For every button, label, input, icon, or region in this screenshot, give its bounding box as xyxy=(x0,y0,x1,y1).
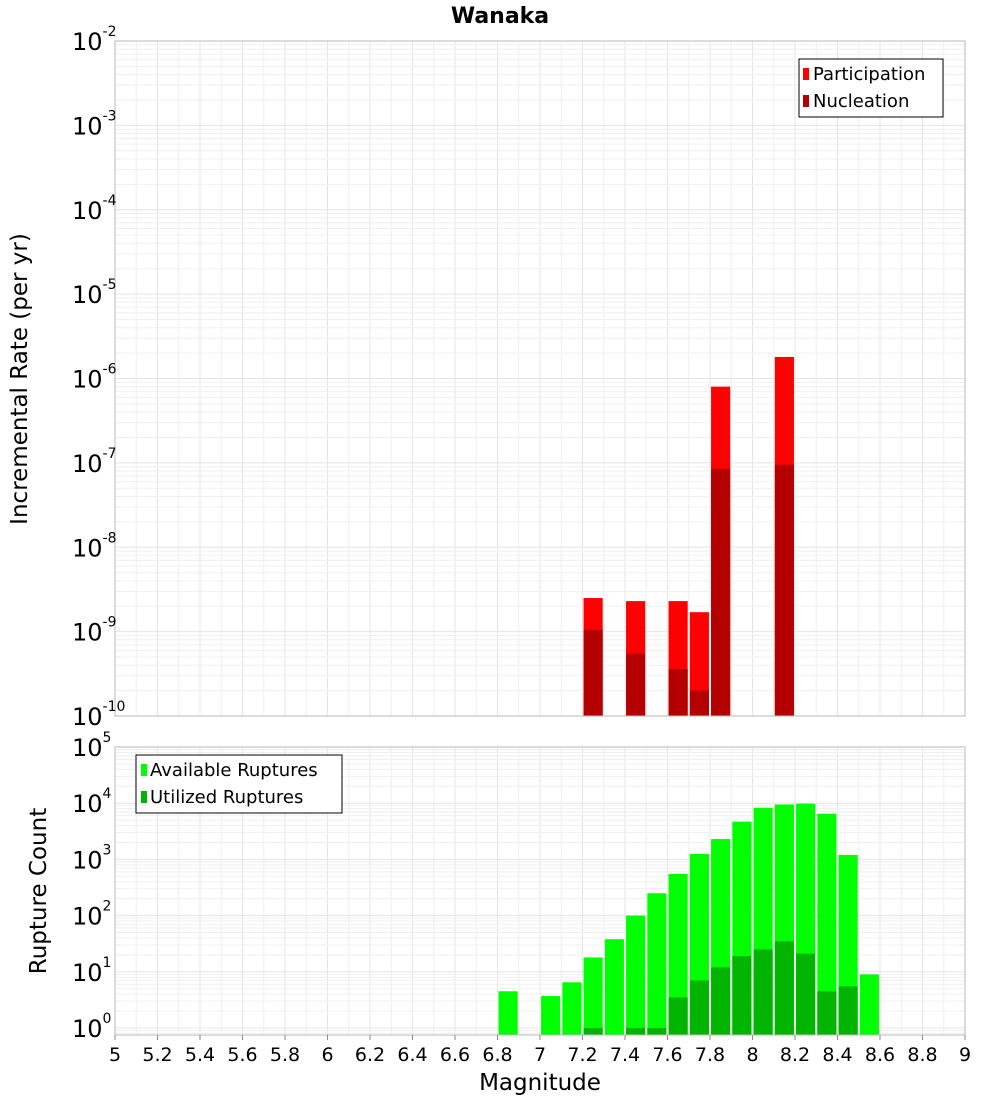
chart-title: Wanaka xyxy=(451,4,549,29)
x-tick-label: 7.8 xyxy=(695,1044,725,1066)
count-bar-utilized xyxy=(774,941,794,1035)
rate-y-ticks: 10-10 10-9 10-8 10-7 10-6 10-5 10-4 10-3 10-2 xyxy=(72,24,125,731)
rate-y-tick-label: 10-10 xyxy=(72,699,125,731)
count-bar-utilized xyxy=(838,986,858,1035)
count-bars xyxy=(498,803,879,1035)
count-y-tick-label: 101 xyxy=(72,955,111,987)
nucleation-legend-label: Nucleation xyxy=(813,91,909,112)
rate-legend: Participation Nucleation xyxy=(798,58,944,118)
x-tick-label: 6.8 xyxy=(482,1044,512,1066)
count-bar-utilized xyxy=(689,980,709,1035)
rate-bar-nucleation xyxy=(774,464,794,716)
x-tick-label: 9 xyxy=(959,1044,971,1066)
count-legend: Available Ruptures Utilized Ruptures xyxy=(135,754,343,814)
x-tick-label: 8.4 xyxy=(822,1044,852,1066)
magnitude-x-ticks: 5 5.2 5.4 5.6 5.8 6 6.2 6.4 6.6 6.8 7 7.2 7.4 7.6 7.8 8… xyxy=(109,1035,971,1066)
count-bar-available xyxy=(647,893,667,1035)
x-tick-label: 7 xyxy=(534,1044,546,1066)
available-swatch xyxy=(141,764,147,776)
count-bar-utilized xyxy=(753,949,773,1035)
participation-swatch xyxy=(803,68,809,80)
count-y-tick-label: 102 xyxy=(72,899,111,931)
x-tick-label: 8 xyxy=(746,1044,758,1066)
rate-bar-nucleation xyxy=(689,690,709,716)
count-bar-available xyxy=(668,873,688,1035)
rate-bars xyxy=(583,356,794,716)
count-y-tick-label: 105 xyxy=(72,730,111,762)
rate-bar-nucleation xyxy=(626,653,646,716)
count-bar-available xyxy=(604,939,624,1035)
rate-legend-box xyxy=(798,58,944,118)
count-bar-utilized xyxy=(647,1027,667,1035)
count-bar-utilized xyxy=(668,997,688,1035)
rate-y-tick-label: 10-6 xyxy=(72,362,117,394)
rate-bar-nucleation xyxy=(711,468,731,716)
utilized-legend-label: Utilized Ruptures xyxy=(150,787,303,808)
available-legend-label: Available Ruptures xyxy=(150,760,318,781)
count-legend-box xyxy=(135,754,343,814)
x-tick-label: 6 xyxy=(321,1044,333,1066)
count-bar-available xyxy=(817,813,837,1035)
rate-y-tick-label: 10-9 xyxy=(72,615,117,647)
x-tick-label: 5.6 xyxy=(227,1044,257,1066)
rate-gridlines xyxy=(114,41,966,717)
x-tick-label: 7.2 xyxy=(567,1044,597,1066)
x-tick-label: 6.4 xyxy=(397,1044,427,1066)
count-bar-utilized xyxy=(711,967,731,1035)
x-tick-label: 6.2 xyxy=(355,1044,385,1066)
rate-bar-nucleation xyxy=(583,629,603,716)
count-bar-available xyxy=(583,957,603,1035)
rate-y-tick-label: 10-8 xyxy=(72,530,117,562)
x-tick-label: 7.6 xyxy=(652,1044,682,1066)
x-tick-label: 8.6 xyxy=(865,1044,895,1066)
count-y-tick-label: 103 xyxy=(72,842,111,874)
rate-y-tick-label: 10-4 xyxy=(72,193,117,225)
count-y-axis-label: Rupture Count xyxy=(26,808,52,974)
count-bar-available xyxy=(562,982,582,1035)
x-tick-label: 7.4 xyxy=(610,1044,640,1066)
count-bar-available xyxy=(498,991,518,1035)
x-tick-label: 5.8 xyxy=(270,1044,300,1066)
count-bar-available xyxy=(626,915,646,1035)
count-y-tick-label: 104 xyxy=(72,786,112,818)
x-tick-label: 5.2 xyxy=(142,1044,172,1066)
count-bar-utilized xyxy=(583,1027,603,1035)
rate-plot-border xyxy=(114,40,966,717)
rate-y-axis-label: Incremental Rate (per yr) xyxy=(7,233,33,525)
count-bar-available xyxy=(541,996,561,1035)
incremental-rate-panel: 10-10 10-9 10-8 10-7 10-6 10-5 10-4 10-3 10-2 In… xyxy=(7,24,966,731)
count-bar-utilized xyxy=(626,1027,646,1035)
x-tick-label: 5 xyxy=(109,1044,121,1066)
rate-bar-participation xyxy=(689,612,709,716)
count-bar-utilized xyxy=(817,991,837,1035)
utilized-swatch xyxy=(141,791,147,803)
rate-y-tick-label: 10-7 xyxy=(72,446,117,478)
count-y-tick-label: 100 xyxy=(72,1011,111,1043)
rate-y-tick-label: 10-5 xyxy=(72,277,117,309)
rate-y-tick-label: 10-2 xyxy=(72,24,117,56)
count-bar-available xyxy=(859,974,879,1035)
x-tick-label: 6.6 xyxy=(440,1044,470,1066)
x-tick-label: 8.2 xyxy=(780,1044,810,1066)
count-bar-utilized xyxy=(796,953,816,1035)
participation-legend-label: Participation xyxy=(813,64,925,85)
rupture-count-panel: 100 101 102 103 104 105 5 5.2 5.4 5.6 5.8 6 6.2 6.4 6… xyxy=(26,730,971,1096)
count-y-ticks: 100 101 102 103 104 105 xyxy=(72,730,112,1043)
x-axis-label: Magnitude xyxy=(479,1070,601,1096)
rate-bar-nucleation xyxy=(668,669,688,716)
x-tick-label: 5.4 xyxy=(185,1044,215,1066)
x-tick-label: 8.8 xyxy=(907,1044,937,1066)
count-bar-utilized xyxy=(732,956,752,1035)
rate-y-tick-label: 10-3 xyxy=(72,108,117,140)
nucleation-swatch xyxy=(803,95,809,107)
